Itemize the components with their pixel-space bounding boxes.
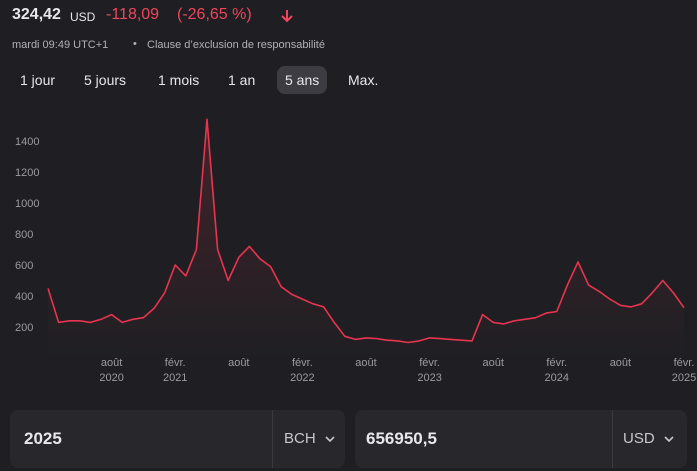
change: -118,09	[106, 6, 160, 23]
down-arrow	[281, 10, 293, 23]
y-tick-label: 200	[15, 322, 33, 334]
area	[48, 119, 684, 358]
disclaimer[interactable]: Clause d’exclusion de responsabilité	[147, 39, 325, 51]
unit-select[interactable]: BCH	[284, 430, 316, 447]
divider	[612, 410, 613, 468]
chart: 200 400 600 800 1000 1200 1400 août 2020 févr. 202…	[15, 118, 696, 384]
x-tick-label: févr.	[165, 357, 186, 369]
range-button[interactable]: 1 an	[228, 72, 256, 88]
range-button[interactable]: Max.	[348, 72, 379, 88]
range-button[interactable]: 5 jours	[84, 72, 127, 88]
amount[interactable]: 2025	[24, 429, 62, 448]
x-tick-label: 2022	[290, 372, 314, 384]
range-button[interactable]: 1 jour	[20, 72, 56, 88]
y-tick-label: 1200	[15, 167, 39, 179]
x-tick-label: 2024	[545, 372, 569, 384]
chevron	[325, 436, 335, 443]
x-tick-label: août	[355, 357, 376, 369]
x-tick-label: août	[101, 357, 122, 369]
unit-select[interactable]: USD	[623, 430, 655, 447]
x-tick-label: févr.	[546, 357, 567, 369]
x-tick-label: févr.	[292, 357, 313, 369]
x-tick-label: 2020	[99, 372, 123, 384]
x-tick-label: févr.	[674, 357, 695, 369]
x-tick-label: 2023	[417, 372, 441, 384]
x-tick-label: 2025	[672, 372, 696, 384]
amount[interactable]: 656950,5	[366, 429, 437, 448]
x-tick-label: août	[228, 357, 249, 369]
x-tick-label: août	[482, 357, 503, 369]
separator: •	[133, 38, 137, 50]
currency: USD	[70, 10, 96, 24]
timestamp: mardi 09:49 UTC+1	[12, 39, 109, 51]
y-tick-label: 600	[15, 260, 33, 272]
price: 324,42	[12, 6, 61, 23]
x-tick-label: févr.	[419, 357, 440, 369]
divider	[272, 410, 273, 468]
chevron	[664, 436, 674, 443]
y-tick-label: 400	[15, 291, 33, 303]
output-box[interactable]: 656950,5 USD	[355, 410, 687, 468]
x-tick-label: 2021	[163, 372, 187, 384]
y-tick-label: 1400	[15, 136, 39, 148]
price-line	[47, 118, 685, 344]
change-pct: (-26,65 %)	[177, 6, 252, 23]
x-tick-label: août	[610, 357, 631, 369]
range-button[interactable]: 1 mois	[158, 72, 200, 88]
y-tick-label: 1000	[15, 198, 39, 210]
input-box[interactable]: 2025 BCH	[10, 410, 345, 468]
y-tick-label: 800	[15, 229, 33, 241]
range-button[interactable]: 5 ans	[277, 66, 328, 94]
